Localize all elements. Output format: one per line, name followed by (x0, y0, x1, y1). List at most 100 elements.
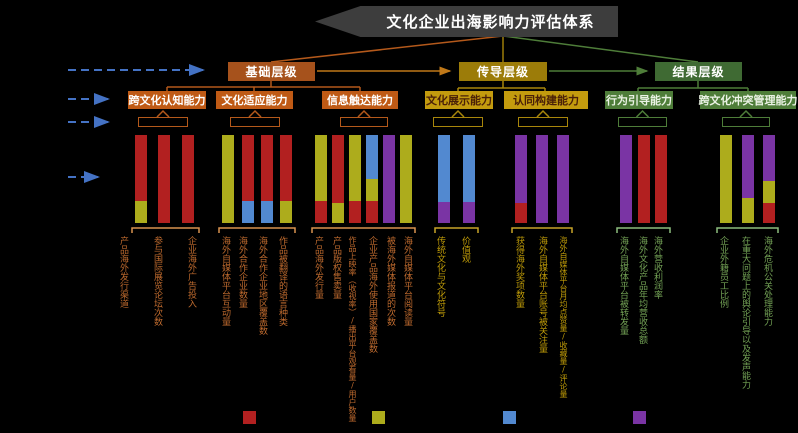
indicator-label: 海外危机公关处理能力 (762, 236, 772, 326)
callout-box-7 (722, 117, 770, 127)
bar-segment-red (332, 135, 344, 203)
indicator-bar (557, 135, 569, 223)
bar-segment-yellow (315, 135, 327, 201)
indicator-label: 作品上映率（收视率）/播出平台观看量/用户数量 (348, 236, 357, 422)
title-banner: 文化企业出海影响力评估体系 (315, 6, 618, 37)
indicator-label: 企业外籍员工比例 (718, 236, 728, 308)
bar-segment-red (515, 202, 527, 223)
indicator-bar (515, 135, 527, 223)
capability-box-1: 跨文化认知能力 (128, 91, 206, 109)
bar-segment-yellow (280, 201, 292, 223)
indicator-bracket-2 (218, 227, 296, 233)
bar-segment-blue (438, 135, 450, 202)
bar-segment-yellow (222, 135, 234, 223)
indicator-bracket-5 (511, 227, 573, 233)
indicator-bar (638, 135, 650, 223)
indicator-label: 产品海外发行渠道 (118, 236, 128, 308)
indicator-bar (400, 135, 412, 223)
bar-segment-blue (366, 135, 378, 179)
legend-swatch-red (243, 411, 256, 424)
indicator-bar (261, 135, 273, 223)
indicator-bar (438, 135, 450, 223)
bar-segment-yellow (400, 135, 412, 223)
indicator-bar (763, 135, 775, 223)
layer-box-1: 基础层级 (228, 62, 315, 81)
capability-box-6: 行为引导能力 (605, 91, 673, 109)
capability-box-2: 文化适应能力 (216, 91, 293, 109)
indicator-bar (742, 135, 754, 223)
indicator-bracket-7 (716, 227, 779, 233)
callout-box-5 (518, 117, 568, 127)
bar-segment-blue (261, 201, 273, 223)
indicator-label: 获得海外奖项数量 (514, 236, 524, 308)
layer-capability-trees (166, 81, 749, 91)
indicator-bar (366, 135, 378, 223)
indicator-bar (182, 135, 194, 223)
bar-segment-purple (763, 135, 775, 181)
indicator-bar (222, 135, 234, 223)
bar-segment-purple (438, 201, 450, 223)
indicator-bar (332, 135, 344, 223)
capability-box-3: 信息触达能力 (322, 91, 398, 109)
indicator-bar (620, 135, 632, 223)
indicator-label: 产品版权售卖量 (331, 236, 341, 299)
indicator-bar (720, 135, 732, 223)
bar-segment-red (135, 135, 147, 201)
bar-segment-red (280, 135, 292, 201)
bar-segment-red (182, 135, 194, 223)
indicator-bar (536, 135, 548, 223)
bar-segment-red (158, 135, 170, 223)
indicator-label: 在重大问题上的舆论引导以及发声能力 (740, 236, 750, 389)
bar-segment-red (366, 201, 378, 223)
bar-segment-purple (557, 135, 569, 223)
indicator-label: 海外合作企业数量 (237, 236, 247, 308)
legend-swatch-blue (503, 411, 516, 424)
indicator-bar (158, 135, 170, 223)
bar-segment-purple (515, 135, 527, 203)
bar-segment-blue (242, 201, 254, 223)
bar-segment-yellow (742, 198, 754, 223)
indicator-label: 传统文化与文化符号 (435, 236, 445, 317)
indicator-label: 海外自媒体平台账号被关注量 (537, 236, 547, 353)
bar-segment-purple (620, 135, 632, 223)
indicator-bar (242, 135, 254, 223)
indicator-bracket-6 (616, 227, 671, 233)
layer-box-3: 结果层级 (655, 62, 742, 81)
indicator-label: 海外文化产品年均营收总额 (637, 236, 647, 344)
bar-segment-blue (463, 135, 475, 202)
indicator-bar (315, 135, 327, 223)
indicator-label: 参与国际展览论坛次数 (152, 236, 162, 326)
indicator-label: 海外自媒体平台月均点赞量/收藏量/评论量 (559, 236, 568, 398)
indicator-label: 被海外媒体报道的次数 (385, 236, 395, 326)
indicator-label: 企业海外广告投入 (186, 236, 196, 308)
indicator-bracket-4 (434, 227, 479, 233)
indicator-bar (349, 135, 361, 223)
indicator-bar (383, 135, 395, 223)
bar-segment-red (655, 135, 667, 223)
indicator-bracket-3 (311, 227, 416, 233)
indicator-bar (135, 135, 147, 223)
indicator-bar (655, 135, 667, 223)
indicator-bar (463, 135, 475, 223)
indicator-label: 作品被翻译的语言种类 (277, 236, 287, 326)
bar-segment-red (261, 135, 273, 201)
diagram-title: 文化企业出海影响力评估体系 (386, 13, 595, 31)
bar-segment-red (315, 201, 327, 223)
callout-box-6 (618, 117, 667, 127)
capability-box-4: 文化展示能力 (425, 91, 493, 109)
bar-segment-red (763, 202, 775, 223)
indicator-label: 海外营收利润率 (652, 236, 662, 299)
legend-swatch-purple (633, 411, 646, 424)
bar-segment-purple (742, 135, 754, 199)
indicator-label: 价值观 (460, 236, 470, 263)
bar-segment-red (349, 201, 361, 223)
indicator-label: 海外合作企业地区覆盖数 (257, 236, 267, 335)
bar-segment-yellow (332, 202, 344, 223)
bar-segment-yellow (349, 135, 361, 201)
callout-box-2 (230, 117, 280, 127)
indicator-label: 海外自媒体平台被转发量 (618, 236, 628, 335)
bar-segment-yellow (135, 201, 147, 223)
callout-box-3 (340, 117, 388, 127)
bar-segment-yellow (763, 180, 775, 203)
